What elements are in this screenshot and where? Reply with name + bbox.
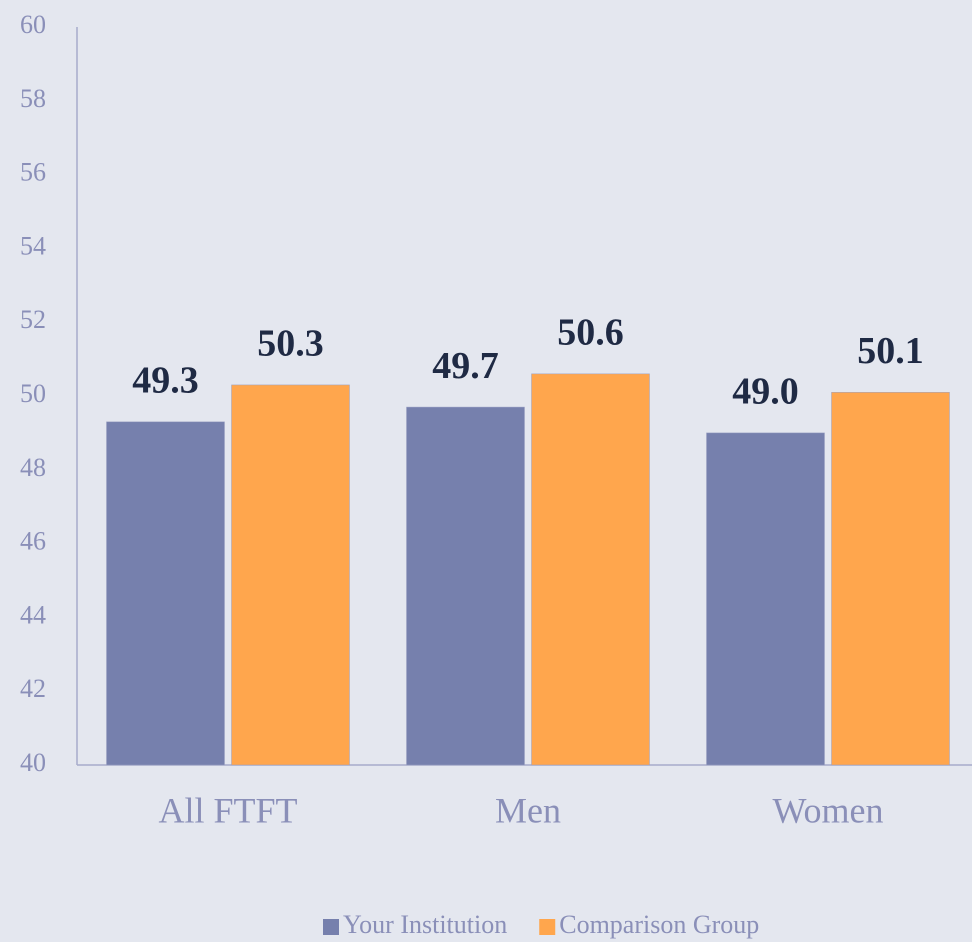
y-tick-label: 40	[20, 748, 46, 777]
legend-swatch	[539, 919, 556, 935]
value-label: 49.0	[732, 371, 799, 413]
value-label: 50.1	[857, 330, 924, 372]
legend-label: Comparison Group	[559, 910, 759, 939]
bar	[106, 421, 225, 766]
bar	[531, 373, 650, 766]
value-label: 49.3	[132, 360, 199, 402]
y-tick-label: 60	[20, 10, 46, 39]
y-tick-label: 42	[20, 674, 46, 703]
legend-swatch	[323, 919, 339, 935]
y-tick-label: 54	[20, 231, 46, 260]
y-tick-label: 52	[20, 305, 46, 334]
bar	[406, 406, 525, 766]
x-tick-label: Men	[495, 790, 561, 830]
y-tick-label: 50	[20, 379, 46, 408]
x-tick-label: All FTFT	[158, 790, 297, 830]
y-tick-label: 46	[20, 527, 46, 556]
value-label: 49.7	[432, 345, 499, 387]
x-tick-label: Women	[772, 790, 883, 830]
value-label: 50.6	[557, 312, 624, 354]
y-tick-label: 56	[20, 158, 46, 187]
legend-label: Your Institution	[343, 910, 507, 939]
bar	[706, 432, 825, 766]
value-label: 50.3	[257, 323, 324, 365]
bar	[231, 384, 350, 766]
bar	[831, 392, 950, 766]
y-tick-label: 44	[20, 600, 46, 629]
y-tick-label: 48	[20, 453, 46, 482]
y-tick-label: 58	[20, 84, 46, 113]
